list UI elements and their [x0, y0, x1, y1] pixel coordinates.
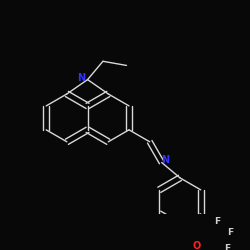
Text: O: O — [192, 242, 200, 250]
Text: F: F — [227, 228, 233, 237]
Text: F: F — [224, 244, 230, 250]
Text: F: F — [214, 217, 220, 226]
Text: N: N — [161, 155, 169, 165]
Text: N: N — [78, 73, 86, 83]
